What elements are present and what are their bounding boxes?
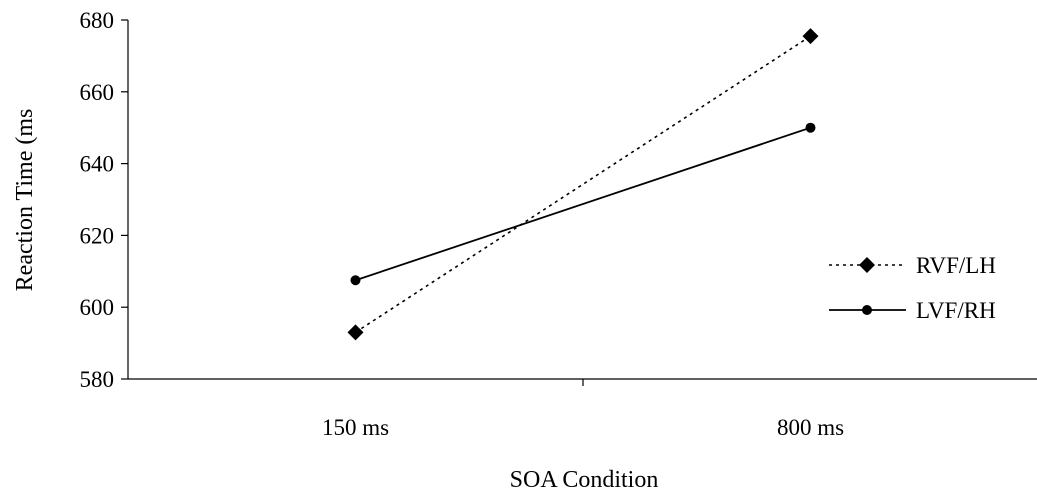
series-lvf-rh [350, 122, 816, 286]
legend-item: RVF/LH [829, 253, 996, 278]
y-tick-label: 680 [80, 8, 115, 33]
circle-marker [805, 122, 816, 133]
y-tick-label: 600 [80, 295, 115, 320]
diamond-marker [802, 28, 819, 45]
y-tick-label: 640 [80, 152, 115, 177]
legend-label: RVF/LH [916, 253, 996, 278]
y-tick-label: 620 [80, 223, 115, 248]
series-layer [347, 28, 819, 341]
x-axis-title: SOA Condition [510, 467, 659, 493]
y-axis-title: Reaction Time (ms [12, 109, 38, 292]
legend-label: LVF/RH [916, 298, 996, 323]
diamond-marker [347, 324, 364, 341]
circle-marker [350, 275, 361, 286]
legend: RVF/LH LVF/RH [829, 253, 996, 323]
y-tick-label: 660 [80, 80, 115, 105]
x-tick-label: 800 ms [777, 415, 844, 440]
x-axis-ticks: 150 ms 800 ms [322, 379, 844, 440]
y-tick-label: 580 [80, 367, 115, 392]
legend-diamond-marker [859, 257, 875, 273]
y-axis-ticks: 580 600 620 640 660 680 [80, 8, 128, 392]
series-line [355, 35, 811, 334]
chart-axes [127, 20, 1037, 380]
legend-item: LVF/RH [829, 298, 996, 323]
legend-circle-marker [862, 305, 872, 315]
series-line [355, 126, 811, 282]
series-rvf-lh [347, 28, 819, 341]
x-tick-label: 150 ms [322, 415, 389, 440]
